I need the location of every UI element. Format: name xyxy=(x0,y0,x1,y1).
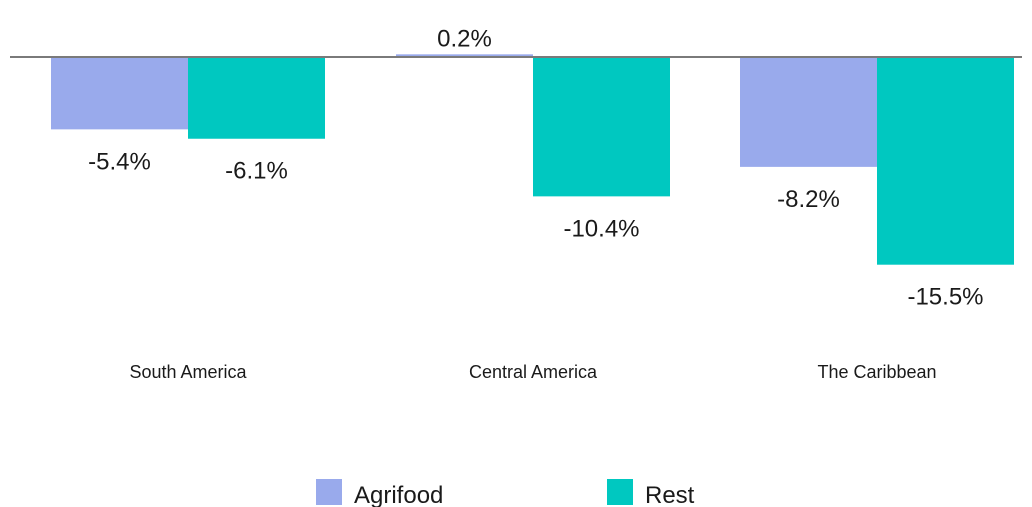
category-label-2: The Caribbean xyxy=(817,362,936,382)
data-labels-group: -5.4% -6.1% 0.2% -10.4% -8.2% -15.5% xyxy=(88,25,983,310)
legend: Agrifood Rest xyxy=(316,479,695,507)
data-label-rest-1: -10.4% xyxy=(563,215,639,242)
category-labels-group: South America Central America The Caribbea… xyxy=(129,362,936,382)
data-label-rest-2: -15.5% xyxy=(907,284,983,311)
data-label-agrifood-1: 0.2% xyxy=(437,25,492,52)
legend-label-agrifood: Agrifood xyxy=(354,482,443,507)
legend-label-rest: Rest xyxy=(645,482,695,507)
category-label-0: South America xyxy=(129,362,247,382)
bar-agrifood-1 xyxy=(396,54,533,57)
bars-group xyxy=(51,54,1014,265)
category-label-1: Central America xyxy=(469,362,598,382)
legend-swatch-rest xyxy=(607,479,633,505)
bar-agrifood-2 xyxy=(740,57,877,167)
bar-agrifood-0 xyxy=(51,57,188,130)
data-label-agrifood-2: -8.2% xyxy=(777,186,840,213)
legend-swatch-agrifood xyxy=(316,479,342,505)
bar-rest-1 xyxy=(533,57,670,197)
data-label-agrifood-0: -5.4% xyxy=(88,148,151,175)
data-label-rest-0: -6.1% xyxy=(225,158,288,185)
bar-rest-2 xyxy=(877,57,1014,265)
bar-rest-0 xyxy=(188,57,325,139)
